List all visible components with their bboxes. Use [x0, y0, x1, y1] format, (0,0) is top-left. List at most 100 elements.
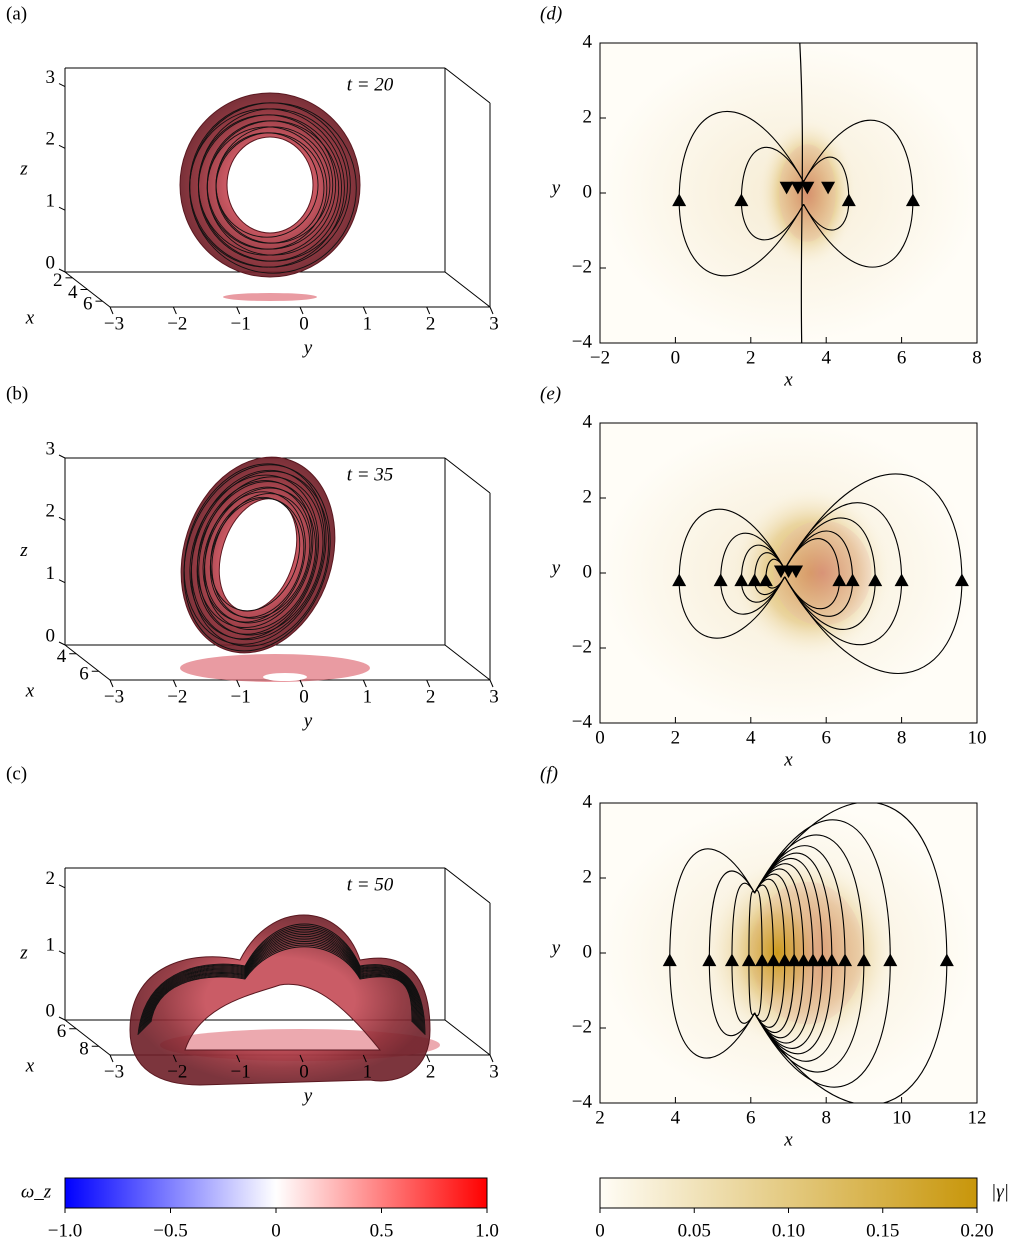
x-tick-label: 2 [746, 347, 756, 368]
x-tick-label: 12 [968, 1107, 987, 1128]
z-tick-label: 2 [46, 129, 56, 150]
x-tick-label: 4 [821, 347, 831, 368]
z-tick [59, 84, 65, 87]
colorbar-tick-label: 0.10 [772, 1220, 805, 1241]
z-tick [59, 951, 65, 954]
y-tick-label: 2 [583, 106, 593, 127]
panel-label: (e) [540, 383, 561, 404]
z-tick [59, 455, 65, 458]
x-tick-label: 6 [897, 347, 907, 368]
x-tick-label: 8 [897, 727, 907, 748]
y-tick-label: −2 [572, 256, 592, 277]
y-tick-label: −1 [231, 313, 251, 334]
x-tick-label: 6 [57, 1021, 67, 1042]
y-axis-label: y [302, 1085, 313, 1106]
z-tick [59, 642, 65, 645]
z-tick [59, 1017, 65, 1020]
x-tick-label: 6 [821, 727, 831, 748]
y-tick-label: 4 [583, 791, 593, 812]
z-tick-label: 2 [46, 501, 56, 522]
figure: (a)0123z−3−2−10123y246xt = 20(b)0123z−3−… [0, 0, 1025, 1252]
y-tick-label: −3 [104, 1061, 124, 1082]
x-axis-label: x [25, 680, 35, 701]
x-tick-label: 6 [79, 664, 89, 685]
colorbar-label: ω_z [21, 1181, 52, 1202]
box-edge [445, 272, 490, 307]
y-tick-label: 2 [426, 313, 436, 334]
y-tick-label: −2 [167, 686, 187, 707]
x-tick-label: 2 [671, 727, 681, 748]
y-axis-label: y [550, 557, 561, 578]
y-axis-label: y [550, 937, 561, 958]
x-tick-label: 2 [53, 270, 63, 291]
colorbar-tick-label: 0.5 [370, 1220, 394, 1241]
time-annotation: t = 35 [347, 464, 394, 485]
x-tick-label: 0 [671, 347, 681, 368]
vortex-ring [157, 437, 360, 673]
y-tick-label: 2 [583, 866, 593, 887]
colorbar-label: |γ| [991, 1181, 1009, 1202]
x-axis-label: x [25, 307, 35, 328]
y-tick-label: 0 [299, 313, 309, 334]
box-edge [445, 645, 490, 680]
y-axis-label: y [550, 177, 561, 198]
x-tick-label: 10 [968, 727, 987, 748]
colorbar-tick-label: −0.5 [153, 1220, 187, 1241]
y-tick-label: 3 [489, 313, 499, 334]
z-tick-label: 1 [46, 563, 56, 584]
y-tick-label: 0 [583, 181, 593, 202]
x-tick-label: −2 [590, 347, 610, 368]
z-axis-label: z [19, 158, 28, 179]
y-tick-label: −2 [167, 1061, 187, 1082]
time-annotation: t = 50 [347, 874, 394, 895]
field-blob [732, 889, 822, 1017]
z-tick-label: 0 [46, 625, 56, 646]
colorbar-tick-label: 0.20 [960, 1220, 993, 1241]
colorbar-tick-label: 0.15 [866, 1220, 899, 1241]
box-edge [445, 458, 490, 493]
y-axis-label: y [302, 337, 313, 358]
x-tick-label: 4 [68, 282, 78, 303]
x-tick-label: 0 [595, 727, 605, 748]
y-tick-label: 1 [363, 1061, 373, 1082]
y-tick-label: 3 [489, 686, 499, 707]
y-tick-label: 2 [426, 1061, 436, 1082]
x-tick-label: 4 [746, 727, 756, 748]
x-tick-label: 4 [57, 646, 67, 667]
z-tick-label: 1 [46, 191, 56, 212]
colorbar [600, 1178, 977, 1208]
y-tick-label: −1 [231, 1061, 251, 1082]
y-tick-label: 1 [363, 313, 373, 334]
y-tick-label: 4 [583, 31, 593, 52]
x-axis-label: x [783, 749, 793, 770]
panel-label: (f) [540, 763, 558, 784]
z-tick [59, 145, 65, 148]
y-tick-label: 3 [489, 1061, 499, 1082]
colorbar-tick-label: 0.05 [678, 1220, 711, 1241]
z-tick-label: 1 [46, 934, 56, 955]
y-tick-label: 0 [299, 686, 309, 707]
y-tick-label: −4 [572, 1091, 593, 1112]
y-axis-label: y [302, 710, 313, 731]
y-tick-label: 4 [583, 411, 593, 432]
panel-label: (c) [6, 763, 27, 784]
x-tick-label: 6 [746, 1107, 756, 1128]
z-tick [59, 207, 65, 210]
box-edge [445, 868, 490, 903]
z-tick-label: 3 [46, 67, 56, 88]
wall-vorticity [223, 293, 317, 301]
z-tick-label: 3 [46, 438, 56, 459]
x-axis-label: x [25, 1055, 35, 1076]
x-tick-label: 10 [892, 1107, 911, 1128]
panel-label: (a) [6, 3, 27, 24]
z-tick [59, 885, 65, 888]
y-tick-label: −4 [572, 711, 593, 732]
colorbar [65, 1178, 487, 1208]
x-axis-label: x [783, 1129, 793, 1150]
z-axis-label: z [19, 942, 28, 963]
y-tick-label: −4 [572, 331, 593, 352]
y-tick-label: −3 [104, 313, 124, 334]
x-tick-label: 6 [83, 294, 93, 315]
y-tick-label: 2 [426, 686, 436, 707]
y-tick-label: 0 [583, 941, 593, 962]
